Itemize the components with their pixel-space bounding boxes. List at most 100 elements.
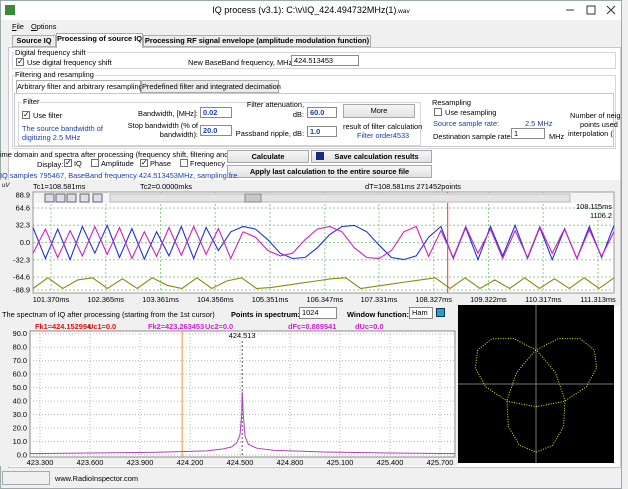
x-tick-label: 424.200 (177, 458, 204, 467)
spectrum-line (29, 391, 456, 455)
tab[interactable]: Processing RF signal envelope (amplitude… (143, 35, 371, 47)
checkbox[interactable] (64, 159, 72, 167)
checkbox[interactable] (91, 159, 99, 167)
text-input[interactable]: 424.513453 (291, 55, 359, 66)
x-tick-label: 103.361ms (142, 295, 179, 304)
cursor-readout: dT=108.581ms 271452points (365, 182, 461, 191)
scrollbar (109, 193, 571, 203)
button[interactable]: Calculate (227, 150, 309, 163)
maximize[interactable] (586, 5, 596, 15)
peak-label: 424.513 (229, 331, 256, 340)
x-tick-label: 424.500 (227, 458, 254, 467)
text-input[interactable]: 1.0 (307, 126, 337, 137)
group-box (18, 102, 421, 146)
x-tick-label: 111.313ms (580, 295, 616, 304)
cursor-readout: Fk2=423.263453 (148, 322, 205, 331)
checkbox[interactable] (140, 159, 148, 167)
checkbox[interactable] (16, 58, 24, 66)
cursor-readout: Uc1=0.0 (88, 322, 117, 331)
unit-label: MHz (549, 132, 565, 141)
info-text: IQ samples 795467, BaseBand frequency 42… (0, 171, 238, 180)
section-heading: The spectrum of IQ after processing (sta… (2, 310, 215, 319)
toolbar-button[interactable] (44, 193, 55, 203)
cursor-readout: Tc2=0.0000mks (140, 182, 192, 191)
y-tick-label: 64.6 (16, 203, 30, 212)
checkbox[interactable] (22, 111, 30, 119)
waveform (32, 223, 615, 262)
field-label: Destination sample rate: (433, 132, 513, 141)
checkbox-label: IQ (74, 159, 82, 168)
checkbox[interactable] (180, 159, 188, 167)
x-tick-label: 423.600 (77, 458, 104, 467)
toolbar-button[interactable] (92, 193, 103, 203)
y-tick-label: 88.9 (16, 190, 30, 199)
field-label: dB: (292, 110, 304, 119)
group-title: Filtering and resampling (14, 70, 95, 79)
field-label: Number of neig (570, 111, 621, 120)
field-label: bandwidth): (159, 130, 198, 139)
field-label: interpolation ( (568, 129, 613, 138)
status-panel (2, 471, 50, 485)
waveform (32, 277, 615, 290)
x-tick-label: 425.100 (327, 458, 354, 467)
field-label: Points in spectrum: (231, 310, 300, 319)
x-tick-label: 104.356ms (197, 295, 234, 304)
cursor-readout: dFc=0.889541 (288, 322, 337, 331)
button[interactable]: Apply last calculation to the entire sou… (227, 165, 432, 178)
x-tick-label: 423.300 (27, 458, 54, 467)
checkbox[interactable] (434, 108, 442, 116)
dropdown[interactable]: 1024 (299, 307, 337, 319)
section-heading: ime domain and spectra after processing … (0, 150, 238, 159)
cursor-time: 108.115ms (576, 202, 612, 211)
y-tick-label: 20.0 (13, 424, 27, 433)
field-label: Passband ripple, dB: (235, 129, 304, 138)
y-tick-label: 0.0 (17, 450, 27, 459)
x-tick-label: 106.347ms (307, 295, 344, 304)
menu-item[interactable]: File (12, 22, 24, 31)
apply-button[interactable] (436, 308, 445, 317)
info-text: digitizing 2.5 MHz (22, 133, 81, 142)
toolbar-button[interactable] (66, 193, 77, 203)
x-tick-label: 101.370ms (33, 295, 70, 304)
group-title: Filter (22, 97, 41, 106)
button[interactable]: More (343, 104, 415, 118)
toolbar-button[interactable] (55, 193, 66, 203)
group-title: Digital frequency shift (14, 48, 87, 57)
text-input[interactable]: 20.0 (200, 125, 232, 136)
status-text: www.RadioInspector.com (55, 474, 138, 483)
tab[interactable]: Processing of source IQ (56, 33, 143, 48)
text-input[interactable]: 60.0 (307, 107, 337, 118)
y-tick-label: -32.3 (13, 255, 30, 264)
menu-item[interactable]: Options (31, 22, 57, 31)
toolbar-button[interactable] (79, 193, 90, 203)
save-icon (316, 152, 324, 160)
field-label: Bandwidth, [MHz]: (138, 109, 198, 118)
close[interactable] (606, 5, 616, 15)
field-label: Display: (37, 160, 64, 169)
y-tick-label: 0.0 (20, 238, 30, 247)
y-tick-label: -88.9 (13, 286, 30, 295)
checkbox-label: Phase (150, 159, 171, 168)
tab[interactable]: Predefined filter and integrated decimat… (141, 80, 281, 93)
tab[interactable]: Arbitrary filter and arbitrary resamplin… (16, 80, 143, 93)
unit-label: uV (2, 183, 10, 189)
y-tick-label: 80.0 (13, 343, 27, 352)
y-tick-label: 70.0 (13, 356, 27, 365)
text-input[interactable]: 0.02 (200, 107, 232, 118)
x-tick-label: 102.365ms (87, 295, 124, 304)
waveform (32, 225, 615, 260)
dropdown[interactable]: Ham (409, 307, 433, 319)
x-tick-label: 110.317ms (525, 295, 561, 304)
info-text: result of filter calculation (343, 122, 423, 131)
y-tick-label: 40.0 (13, 397, 27, 406)
x-tick-label: 425.700 (427, 458, 454, 467)
tab[interactable]: Source IQ (12, 35, 56, 47)
button[interactable]: Save calculation results (311, 150, 432, 163)
field-label: Window function: (347, 310, 409, 319)
field-label: Filter attenuation, (246, 100, 304, 109)
x-tick-label: 109.322ms (470, 295, 507, 304)
y-tick-label: 90.0 (13, 329, 27, 338)
group-title: Resampling (432, 98, 472, 107)
text-input[interactable]: 1 (511, 128, 545, 139)
